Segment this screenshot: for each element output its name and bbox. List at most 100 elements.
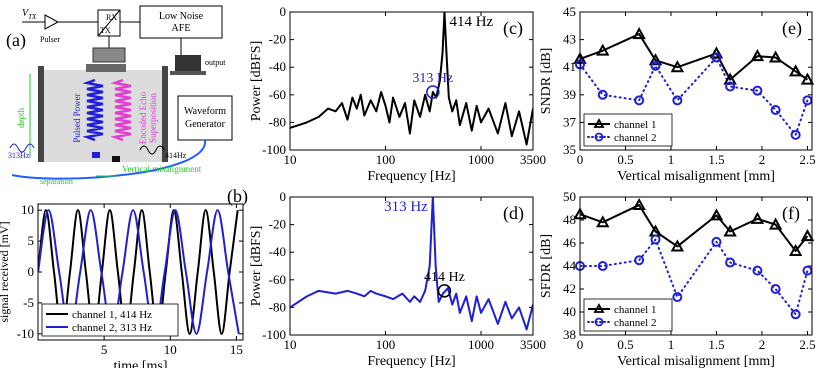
y-tick-label: -100 bbox=[262, 142, 286, 157]
wall bbox=[38, 66, 44, 162]
x-tick-label: 100 bbox=[376, 152, 396, 167]
x-tick-label: 1000 bbox=[468, 337, 494, 352]
chart: 10 100 1000 3500 0 -20 -40 -60 -80 -100 313 Hz 414 … bbox=[249, 189, 546, 368]
series-group bbox=[290, 12, 533, 146]
panel-label: (a) bbox=[6, 30, 26, 51]
x-tick-label: 0.5 bbox=[617, 152, 633, 167]
marker bbox=[709, 208, 724, 221]
series-line bbox=[38, 209, 239, 335]
f1: 313Hz bbox=[8, 151, 30, 160]
y-axis-label: Power [dBFS] bbox=[249, 226, 264, 307]
y-tick-label: 50 bbox=[563, 189, 576, 204]
legend-marker bbox=[593, 303, 605, 313]
marker bbox=[597, 261, 608, 271]
marker bbox=[634, 255, 645, 266]
annotation-circle bbox=[437, 284, 452, 298]
implant bbox=[112, 156, 120, 162]
y-tick-label: 37 bbox=[563, 114, 577, 129]
marker bbox=[670, 239, 685, 252]
series-line bbox=[290, 197, 533, 331]
pulsed-power: Pulsed Power bbox=[72, 93, 82, 142]
marker bbox=[768, 50, 783, 63]
panel-label: (b) bbox=[227, 186, 248, 207]
axes-box bbox=[289, 11, 534, 151]
x-tick-label: 1.5 bbox=[708, 152, 724, 167]
marker bbox=[768, 217, 783, 230]
marker bbox=[725, 81, 736, 92]
y-tick-label: 41 bbox=[563, 59, 576, 74]
y-tick-label: 0 bbox=[28, 264, 35, 279]
axes-box bbox=[579, 196, 813, 336]
y-axis-label: SNDR [dB] bbox=[539, 48, 554, 115]
axes-box bbox=[579, 11, 813, 151]
x-tick-label: 0 bbox=[577, 152, 584, 167]
series-line bbox=[290, 12, 533, 146]
marker bbox=[632, 27, 646, 40]
marker bbox=[752, 265, 763, 276]
x-tick-label: 0 bbox=[577, 337, 584, 352]
annotation: 414 Hz bbox=[449, 14, 493, 30]
legend-label: channel 1, 414 Hz bbox=[72, 309, 152, 321]
series-line bbox=[580, 204, 809, 253]
separation: separation bbox=[40, 177, 73, 186]
x-tick-label: 2 bbox=[759, 337, 766, 352]
y-tick-label: 0 bbox=[280, 189, 287, 204]
x-tick-label: 1 bbox=[668, 152, 675, 167]
y-tick-label: 48 bbox=[563, 212, 576, 227]
y-tick-label: 38 bbox=[563, 327, 576, 342]
marker bbox=[770, 104, 781, 115]
annotation: 414 Hz bbox=[424, 270, 465, 285]
pulser: Pulser bbox=[40, 35, 60, 44]
axes-box bbox=[37, 203, 244, 341]
legend-marker bbox=[594, 132, 604, 142]
waveform-line: Waveform bbox=[184, 106, 226, 117]
waveform-box bbox=[177, 95, 233, 141]
vtx-sub: TX bbox=[28, 13, 37, 21]
y-tick-label: -60 bbox=[269, 87, 286, 102]
afe-line: Low Noise bbox=[159, 11, 204, 22]
marker bbox=[802, 265, 813, 276]
echo-coil bbox=[110, 78, 132, 142]
x-tick-label: 1000 bbox=[468, 152, 494, 167]
y-tick-label: -100 bbox=[262, 327, 286, 342]
y-tick-label: -20 bbox=[269, 217, 286, 232]
annotation: 313 Hz bbox=[412, 71, 453, 86]
marker bbox=[788, 243, 803, 257]
implant bbox=[92, 152, 100, 158]
marker bbox=[634, 95, 645, 106]
f2: 414Hz bbox=[165, 151, 187, 160]
echo-line: Encoded Echo bbox=[138, 91, 148, 144]
x-axis-label: time [ms] bbox=[113, 359, 167, 368]
y-axis-label: signal received [mV] bbox=[0, 221, 11, 322]
y-tick-label: 39 bbox=[563, 87, 576, 102]
misalignment: Vertical misalignment bbox=[122, 164, 202, 174]
x-tick-label: 10 bbox=[284, 152, 297, 167]
chart: 0 0.5 1 1.5 2 2.5 38 40 42 44 46 48 50 channel 1chann… bbox=[539, 189, 816, 368]
wave bbox=[139, 145, 165, 155]
series-group bbox=[580, 204, 809, 316]
marker bbox=[596, 215, 610, 228]
y-tick-label: -40 bbox=[269, 244, 286, 259]
y-tick-label: 40 bbox=[563, 304, 576, 319]
annotation: 313 Hz bbox=[384, 199, 428, 215]
legend-label: channel 2, 313 Hz bbox=[72, 322, 152, 334]
x-tick-label: 3500 bbox=[520, 337, 546, 352]
afe-box bbox=[139, 5, 223, 39]
marker bbox=[650, 60, 661, 71]
x-axis-label: Frequency [Hz] bbox=[367, 169, 455, 184]
series-group bbox=[290, 197, 533, 331]
y-tick-label: -10 bbox=[17, 326, 34, 341]
marker bbox=[723, 72, 737, 85]
y-tick-label: 35 bbox=[563, 142, 576, 157]
x-tick-label: 5 bbox=[101, 342, 108, 357]
panel-label: (f) bbox=[782, 203, 800, 224]
y-tick-label: 43 bbox=[563, 32, 576, 47]
y-tick-label: 44 bbox=[563, 258, 577, 273]
marker bbox=[802, 95, 813, 106]
legend-label: channel 2 bbox=[614, 317, 656, 329]
rx: RX bbox=[106, 13, 117, 22]
laptop-base bbox=[170, 71, 206, 75]
